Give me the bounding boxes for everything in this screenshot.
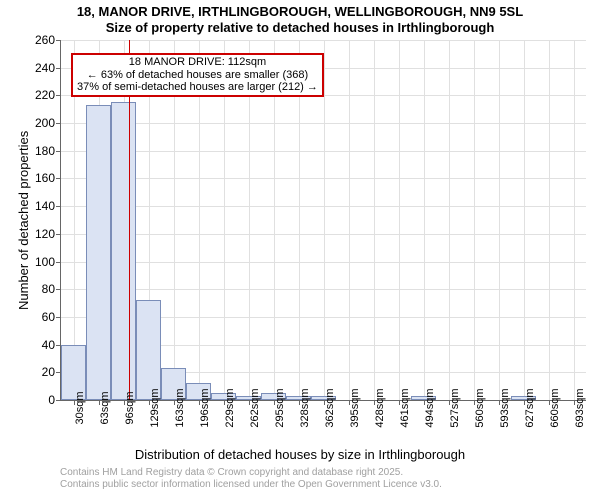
footer-line1: Contains HM Land Registry data © Crown c… [60, 467, 442, 479]
y-tick-label: 120 [35, 227, 55, 241]
chart-container: 18, MANOR DRIVE, IRTHLINGBOROUGH, WELLIN… [0, 0, 600, 500]
x-axis-label: Distribution of detached houses by size … [0, 447, 600, 462]
x-tick-label: 593sqm [499, 388, 511, 427]
x-tick-label: 428sqm [374, 388, 386, 427]
chart-title-line1: 18, MANOR DRIVE, IRTHLINGBOROUGH, WELLIN… [0, 4, 600, 19]
x-tick-label: 295sqm [274, 388, 286, 427]
x-tick-label: 560sqm [474, 388, 486, 427]
y-tick-label: 220 [35, 88, 55, 102]
x-tick-label: 328sqm [299, 388, 311, 427]
y-tick-label: 180 [35, 144, 55, 158]
y-tick-label: 60 [42, 310, 55, 324]
y-tick-label: 80 [42, 282, 55, 296]
y-tick-label: 200 [35, 116, 55, 130]
y-tick-label: 240 [35, 61, 55, 75]
x-tick-label: 362sqm [324, 388, 336, 427]
x-tick-label: 627sqm [524, 388, 536, 427]
x-tick-label: 693sqm [574, 388, 586, 427]
callout-line: 18 MANOR DRIVE: 112sqm [77, 56, 318, 69]
bar [86, 105, 111, 400]
bar [111, 102, 136, 400]
y-tick-label: 140 [35, 199, 55, 213]
x-tick-label: 527sqm [449, 388, 461, 427]
x-tick-label: 63sqm [99, 391, 111, 424]
x-tick-label: 96sqm [124, 391, 136, 424]
footer-credits: Contains HM Land Registry data © Crown c… [60, 467, 442, 490]
bar [136, 300, 161, 400]
x-tick-label: 395sqm [349, 388, 361, 427]
x-tick-label: 262sqm [249, 388, 261, 427]
y-tick-label: 260 [35, 33, 55, 47]
x-tick-label: 129sqm [149, 388, 161, 427]
chart-title-line2: Size of property relative to detached ho… [0, 20, 600, 35]
x-tick-label: 30sqm [74, 391, 86, 424]
plot-area: 18 MANOR DRIVE: 112sqm← 63% of detached … [60, 40, 586, 401]
y-axis-label: Number of detached properties [16, 131, 31, 310]
y-tick-label: 0 [48, 393, 55, 407]
x-tick-label: 163sqm [174, 388, 186, 427]
y-tick-label: 40 [42, 338, 55, 352]
footer-line2: Contains public sector information licen… [60, 479, 442, 491]
callout-box: 18 MANOR DRIVE: 112sqm← 63% of detached … [71, 53, 324, 97]
y-tick-label: 160 [35, 171, 55, 185]
y-tick-label: 20 [42, 365, 55, 379]
x-tick-label: 196sqm [199, 388, 211, 427]
x-tick-label: 494sqm [424, 388, 436, 427]
x-tick-label: 461sqm [399, 388, 411, 427]
x-tick-label: 660sqm [549, 388, 561, 427]
callout-line: 37% of semi-detached houses are larger (… [77, 81, 318, 94]
x-tick-label: 229sqm [224, 388, 236, 427]
y-tick-label: 100 [35, 255, 55, 269]
callout-line: ← 63% of detached houses are smaller (36… [77, 69, 318, 82]
